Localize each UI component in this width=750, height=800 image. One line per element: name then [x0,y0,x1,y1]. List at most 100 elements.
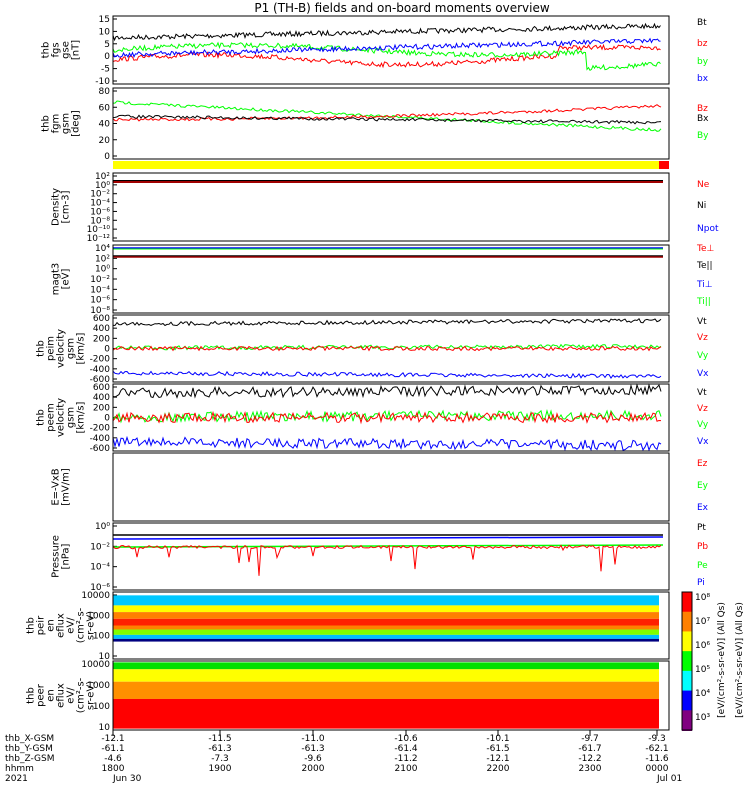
legend-efield-0: Ez [697,459,708,469]
ytick-density-0: 10² [95,172,110,182]
ylabel-peim-4: [km/s] [76,332,87,364]
legend-fgm_angles-0: Bz [697,104,708,114]
spectrogram-peer-band-3 [113,698,659,729]
ephem-name-1: thb_Y-GSM [5,744,53,754]
ytick-peim-6: -600 [90,375,111,385]
ytick-peer-0: 10000 [81,660,110,670]
spectrogram-peir-band-2 [113,612,659,619]
ylabel-peer-6: sr-eV) [86,681,97,710]
ephem-val-1-2: -61.3 [301,744,324,754]
legend-pressure-3: Pi [697,578,705,588]
legend-pressure-2: Pe [697,561,708,571]
ephem-val-2-3: -11.2 [394,754,417,764]
ytick-peim-2: 200 [93,334,110,344]
ephem-val-1-4: -61.5 [486,744,509,754]
colorbar-tick-2: 10⁶ [695,641,710,651]
ytick-fgs-1: 10 [99,27,111,37]
ytick-peim-5: -400 [90,365,111,375]
series-fgs-bz [112,43,661,69]
ylabel-peir-6: sr-eV) [86,611,97,640]
colorbar-tick-5: 10³ [695,713,710,723]
panel-pressure: Pressure [nPa] 10⁰ 10⁻² 10⁻⁴ 10⁻⁶ Pt Pb Pe Pi [51,522,709,593]
ytick-temp-3: 10⁻² [90,275,110,285]
ylabel-peer-0: thb [26,687,37,704]
legend-fgs-2: by [697,57,709,67]
ylabel-peem-1: peem [46,403,57,431]
ytick-fgs-3: 0 [104,52,110,62]
legend-peem-2: Vy [697,420,709,430]
ylabel-peem-4: [km/s] [76,401,87,433]
legend-temp-0: Te⊥ [696,244,715,254]
series-fgs-bt [112,22,661,42]
spectrogram-peir-band-6 [113,634,659,639]
legend-fgs-0: Bt [697,18,707,28]
ephem-val-1-1: -61.3 [208,744,231,754]
legend-peim-3: Vx [697,369,709,379]
ephem-name-4: 2021 [5,774,28,784]
ephem-val-2-4: -12.1 [486,754,509,764]
ylabel-peer-4: eV/ [66,687,77,704]
frame-peir [112,591,670,660]
ytick-fgs-0: 15 [99,15,110,25]
series-pressure-pi [112,536,664,540]
ytick-density-2: 10⁻² [90,190,110,200]
ylabel-peir-2: en [46,619,57,632]
spectrogram-peer-band-1 [113,669,659,682]
colorbar-tick-4: 10⁴ [695,689,710,699]
series-peim-vy [112,343,662,351]
ephem-val-4-0: Jun 30 [112,774,142,784]
series-peim-vz [112,345,662,352]
frame-efield [112,452,670,522]
ylabel-peem-2: velocity [56,398,67,437]
ytick-density-1: 10⁰ [95,181,110,191]
ytick-peer-1: 1000 [87,681,110,691]
ylabel-fgm_angles-2: gsm [61,113,72,134]
legend-density-2: Npot [697,224,719,234]
figure-title: P1 (TH-B) fields and on-board moments ov… [254,1,550,15]
colorbar-tick-1: 10⁷ [695,617,710,627]
legend-density-0: Ne [697,180,710,190]
legend-fgs-1: bz [697,39,708,49]
ylabel-fgs-3: [nT] [71,40,82,60]
ytick-pressure-1: 10⁻² [90,542,110,552]
ylabel-efield-0: E=-VxB [51,468,62,505]
frame-pressure [112,522,670,591]
legend-pressure-0: Pt [697,523,706,533]
panel-efield: E=-VxB [mV/m] Ez Ey Ex [51,452,709,522]
ytick-peim-0: 600 [93,314,110,324]
ephem-val-2-5: -12.2 [578,754,601,764]
legend-fgm_angles-1: Bx [697,114,709,124]
ylabel-fgm_angles-3: [deg] [71,110,82,137]
panel-density: Density [cm-3] 10²10⁰10⁻²10⁻⁴10⁻⁶10⁻⁸10⁻¹⁰… [51,172,719,244]
ytick-fgm_angles-2: 40 [99,120,111,130]
panel-peem: thb peem velocity gsm [km/s] 6004002000-200-4… [36,383,710,454]
legend-peem-0: Vt [697,388,707,398]
legend-peim-0: Vt [697,317,707,327]
ylabel-peer-1: peer [36,683,47,707]
ytick-peim-1: 400 [93,324,110,334]
series-pressure-pb [112,544,662,576]
ytick-temp-0: 10⁴ [95,244,110,254]
colorbar-segment-5 [682,690,692,712]
ephem-val-3-5: 2300 [579,764,602,774]
series-fgs-by [112,41,661,71]
series-peim-vt [113,318,662,327]
ephem-val-1-0: -61.1 [101,744,124,754]
legend-temp-2: Ti⊥ [696,280,713,290]
legend-fgs-3: bx [697,74,709,84]
frame-fgs [112,15,670,85]
ylabel-peem-3: gsm [66,407,77,428]
ephem-val-4-6: Jul 01 [656,774,682,784]
ytick-temp-4: 10⁻⁴ [90,285,110,295]
series-peem-vt [112,383,662,399]
ytick-pressure-2: 10⁻⁴ [90,563,110,573]
ylabel-peir-3: eflux [56,613,67,638]
ylabel-peir-0: thb [26,617,37,634]
ytick-peem-6: -600 [90,444,111,454]
colorbar-tick-3: 10⁵ [695,665,710,675]
colorbar-frame [681,591,693,731]
series-peem-vx [112,435,662,452]
